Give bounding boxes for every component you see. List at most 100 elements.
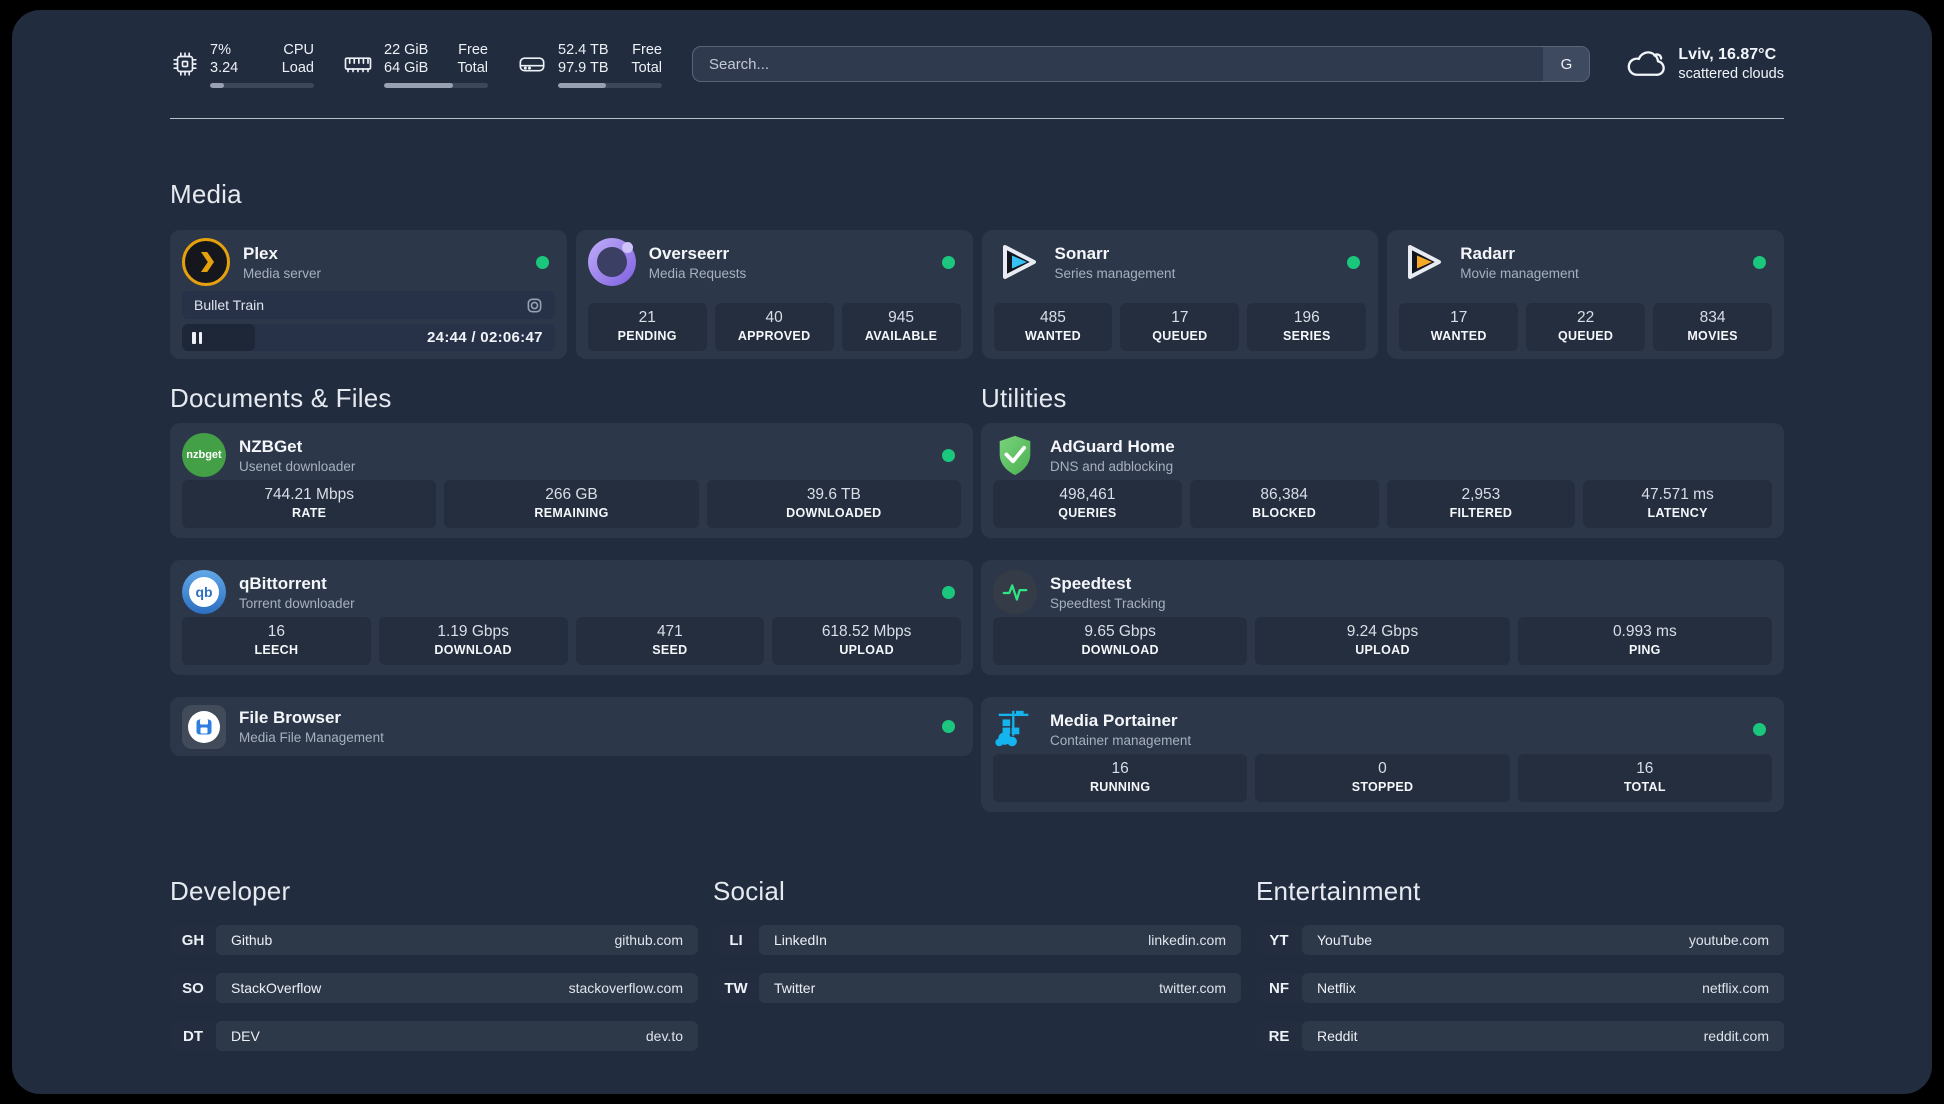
- cpu-icon: [173, 52, 197, 76]
- app-card-qbittorrent[interactable]: qb qBittorrent Torrent downloader 16 LEEC…: [170, 560, 973, 675]
- app-subtitle: Torrent downloader: [239, 595, 355, 611]
- app-card-adguard[interactable]: AdGuard Home DNS and adblocking 498,461 Q…: [981, 423, 1784, 538]
- cast-icon[interactable]: [526, 297, 543, 314]
- app-card-plex[interactable]: Plex Media server Bullet Train: [170, 230, 567, 359]
- link-youtube[interactable]: YT YouTube youtube.com: [1256, 925, 1784, 955]
- disk-values: 52.4 TB 97.9 TB: [558, 41, 609, 76]
- link-name: YouTube: [1317, 932, 1373, 948]
- link-name: DEV: [231, 1028, 260, 1044]
- app-card-radarr[interactable]: Radarr Movie management 17 WANTED 22 QUEUE…: [1387, 230, 1784, 359]
- app-subtitle: Movie management: [1460, 265, 1579, 281]
- section-header-media: Media: [170, 179, 242, 209]
- app-card-speedtest[interactable]: Speedtest Speedtest Tracking 9.65 Gbps DO…: [981, 560, 1784, 675]
- now-playing-title: Bullet Train: [194, 297, 265, 313]
- status-dot: [942, 720, 955, 733]
- link-url: netflix.com: [1702, 980, 1769, 996]
- pause-icon[interactable]: [192, 331, 202, 344]
- section-utilities: Utilities: [981, 383, 1784, 812]
- status-dot: [1347, 255, 1361, 269]
- links-social: Social LI LinkedIn linkedin.com TW Twitte…: [713, 876, 1241, 1051]
- stat-tile: 618.52 Mbps UPLOAD: [772, 617, 961, 665]
- radarr-icon: [1399, 238, 1447, 286]
- cpu-values: 7% 3.24: [210, 41, 239, 76]
- weather-condition: scattered clouds: [1678, 65, 1784, 82]
- app-subtitle: Media Requests: [648, 265, 747, 281]
- links-developer: Developer GH Github github.com SO StackOv…: [170, 876, 698, 1051]
- cloud-icon: [1628, 51, 1666, 76]
- stat-tile: 266 GB REMAINING: [444, 480, 699, 528]
- status-dot: [1753, 722, 1766, 736]
- app-card-filebrowser[interactable]: File Browser Media File Management: [170, 697, 973, 756]
- app-subtitle: Usenet downloader: [239, 458, 356, 474]
- playback-progress-bar[interactable]: 24:44 / 02:06:47: [182, 324, 555, 351]
- section-header-documents: Documents & Files: [170, 383, 392, 413]
- portainer-icon: [993, 707, 1037, 751]
- link-url: linkedin.com: [1148, 932, 1226, 948]
- overseerr-icon: [587, 238, 636, 286]
- app-card-portainer[interactable]: Media Portainer Container management 16 R…: [981, 697, 1784, 812]
- cpu-stat: 7% 3.24 CPU Load: [170, 41, 314, 88]
- stat-tile: 17 WANTED: [1399, 303, 1519, 351]
- app-title: File Browser: [239, 708, 342, 727]
- status-dot: [942, 448, 955, 462]
- app-subtitle: Media File Management: [239, 730, 384, 745]
- app-subtitle: Series management: [1054, 265, 1176, 281]
- link-twitter[interactable]: TW Twitter twitter.com: [713, 973, 1241, 1003]
- app-subtitle: Media server: [243, 265, 322, 281]
- cpu-progress-bar: [210, 82, 314, 88]
- stat-tile: 21 PENDING: [587, 303, 707, 351]
- link-dev[interactable]: DT DEV dev.to: [170, 1021, 698, 1051]
- links-entertainment: Entertainment YT YouTube youtube.com NF N…: [1256, 876, 1784, 1051]
- section-header-utilities: Utilities: [981, 383, 1067, 413]
- section-header-social: Social: [713, 876, 786, 906]
- search-bar: G: [692, 46, 1591, 82]
- app-subtitle: Container management: [1050, 732, 1192, 748]
- app-card-nzbget[interactable]: nzbget NZBGet Usenet downloader 744.21 M…: [170, 423, 973, 538]
- stat-tile: 196 SERIES: [1247, 303, 1367, 351]
- status-dot: [1753, 255, 1766, 269]
- app-title: Speedtest: [1050, 573, 1132, 593]
- link-url: youtube.com: [1688, 932, 1769, 948]
- link-abbr: YT: [1269, 931, 1289, 949]
- app-card-overseerr[interactable]: Overseerr Media Requests 21 PENDING 40 APP…: [575, 230, 973, 359]
- app-title: Media Portainer: [1050, 710, 1178, 730]
- link-url: reddit.com: [1703, 1028, 1769, 1044]
- stat-tile: 40 APPROVED: [714, 303, 834, 351]
- section-header-developer: Developer: [170, 876, 291, 906]
- app-title: Plex: [243, 243, 278, 263]
- section-links: Developer GH Github github.com SO StackOv…: [170, 876, 1784, 1051]
- link-stackoverflow[interactable]: SO StackOverflow stackoverflow.com: [170, 973, 698, 1003]
- link-name: LinkedIn: [774, 932, 827, 948]
- search-input[interactable]: [692, 46, 1591, 82]
- link-name: Twitter: [774, 980, 816, 996]
- link-name: StackOverflow: [231, 980, 322, 996]
- section-documents: Documents & Files nzbget NZBGet Usenet d…: [170, 383, 973, 812]
- link-abbr: NF: [1269, 979, 1289, 997]
- app-title: Sonarr: [1054, 243, 1110, 263]
- stat-tile: 47.571 ms LATENCY: [1583, 480, 1772, 528]
- link-netflix[interactable]: NF Netflix netflix.com: [1256, 973, 1784, 1003]
- link-linkedin[interactable]: LI LinkedIn linkedin.com: [713, 925, 1241, 955]
- stat-tile: 16 TOTAL: [1517, 754, 1772, 802]
- link-abbr: DT: [183, 1027, 203, 1045]
- disk-labels: Free Total: [631, 41, 662, 76]
- app-title: Radarr: [1460, 243, 1516, 263]
- link-name: Github: [231, 932, 273, 948]
- link-abbr: RE: [1268, 1027, 1290, 1045]
- link-reddit[interactable]: RE Reddit reddit.com: [1256, 1021, 1784, 1051]
- status-dot: [942, 585, 955, 599]
- link-url: github.com: [614, 932, 683, 948]
- link-abbr: LI: [729, 931, 743, 949]
- search-engine-button[interactable]: G: [1543, 47, 1590, 81]
- link-abbr: SO: [182, 979, 204, 997]
- app-title: Overseerr: [648, 243, 730, 263]
- app-card-sonarr[interactable]: Sonarr Series management 485 WANTED 17 QUE…: [981, 230, 1379, 359]
- plex-icon: [182, 238, 230, 286]
- stat-tile: 2,953 FILTERED: [1386, 480, 1576, 528]
- app-subtitle: Speedtest Tracking: [1050, 595, 1166, 611]
- link-github[interactable]: GH Github github.com: [170, 925, 698, 955]
- topbar-divider: [170, 118, 1784, 119]
- stat-tile: 485 WANTED: [993, 303, 1113, 351]
- stat-tile: 471 SEED: [575, 617, 765, 665]
- now-playing-row: Bullet Train: [182, 291, 555, 319]
